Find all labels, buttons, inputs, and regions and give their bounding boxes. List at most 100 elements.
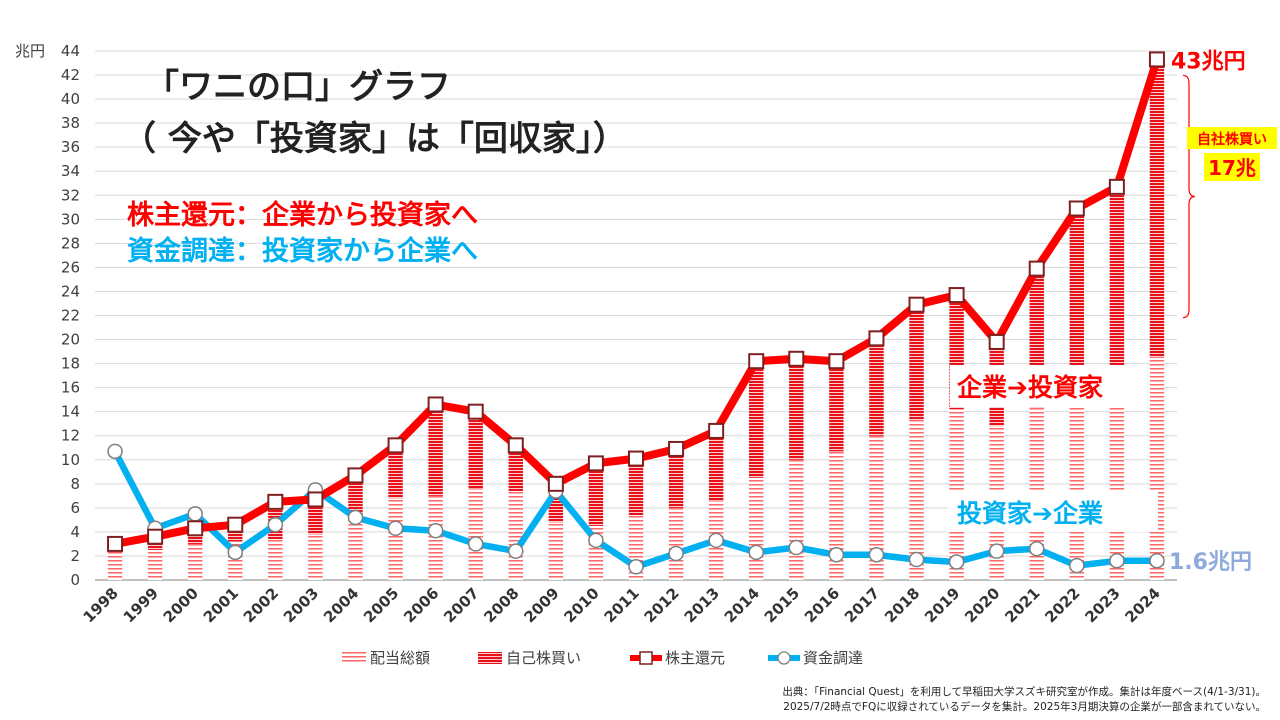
buyback-label-bg xyxy=(1187,127,1277,149)
x-tick-label: 2015 xyxy=(761,584,803,626)
buyback-brace xyxy=(1182,74,1196,319)
bar-buyback xyxy=(588,463,604,526)
bar-buyback xyxy=(388,445,403,499)
buyback-amount-bg xyxy=(1204,153,1260,181)
bar-buyback xyxy=(628,458,644,516)
point-shareholder-return xyxy=(427,396,444,413)
point-shareholder-return xyxy=(788,350,805,367)
point-shareholder-return xyxy=(587,455,604,472)
bar-dividend xyxy=(187,543,203,580)
y-tick-label: 26 xyxy=(61,258,80,276)
y-tick-label: 30 xyxy=(61,210,80,228)
buyback-label-line2: 17兆 xyxy=(1208,156,1256,180)
y-unit-label: 兆円 xyxy=(15,42,45,60)
bar-dividend xyxy=(1149,357,1165,580)
x-tick-label: 2002 xyxy=(240,584,282,626)
bar-dividend xyxy=(909,420,924,580)
point-funding xyxy=(187,506,203,522)
point-shareholder-return xyxy=(748,353,765,370)
bar-buyback xyxy=(1149,59,1165,358)
bar-buyback xyxy=(348,475,363,520)
markers xyxy=(107,51,1165,575)
y-tick-label: 2 xyxy=(70,547,80,565)
x-tick-label: 2009 xyxy=(520,584,562,626)
legend-label-buyback: 自己株買い xyxy=(506,649,581,667)
point-shareholder-return xyxy=(1148,51,1165,68)
gridlines xyxy=(95,50,1177,581)
legend: 配当総額 自己株買い 株主還元 資金調達 xyxy=(342,649,863,667)
y-tick-label: 32 xyxy=(61,186,80,204)
bar-buyback xyxy=(428,404,443,496)
y-tick-label: 40 xyxy=(61,90,80,108)
callout-red-bg xyxy=(950,365,1150,407)
point-funding xyxy=(828,547,845,563)
bar-buyback xyxy=(909,304,924,421)
point-shareholder-return xyxy=(507,437,524,454)
callout-funding: 投資家➔企業 xyxy=(957,499,1103,528)
point-shareholder-return xyxy=(107,535,124,552)
bar-buyback xyxy=(468,411,483,489)
point-funding xyxy=(267,516,284,533)
point-shareholder-return xyxy=(908,296,925,313)
bar-dividend xyxy=(107,552,123,580)
bar-buyback xyxy=(668,448,684,508)
x-tick-label: 2005 xyxy=(360,584,402,626)
y-tick-label: 10 xyxy=(61,451,80,469)
bar-dividend xyxy=(308,534,323,580)
bar-buyback xyxy=(508,445,523,492)
x-tick-label: 2013 xyxy=(681,584,723,626)
y-tick-label: 18 xyxy=(61,355,80,373)
point-shareholder-return xyxy=(868,330,885,347)
x-tick-label: 1998 xyxy=(80,584,122,626)
legend-swatch-dividend xyxy=(342,652,366,664)
x-tick-label: 1999 xyxy=(120,584,162,626)
point-shareholder-return xyxy=(267,493,284,510)
bar-dividend xyxy=(348,519,363,580)
legend-label-dividend: 配当総額 xyxy=(370,649,430,667)
source-note-line2: 2025/7/2時点でFQに収録されているデータを集計。2025年3月期決算の企… xyxy=(783,700,1266,713)
callout-shareholder-return: 企業➔投資家 xyxy=(957,373,1103,402)
buyback-label-line1: 自社株買い xyxy=(1197,131,1267,148)
point-funding xyxy=(788,539,805,556)
y-tick-label: 22 xyxy=(61,307,80,325)
point-funding xyxy=(708,532,724,549)
chart-title-line1: 「ワニの口」グラフ xyxy=(145,67,451,107)
point-funding xyxy=(387,520,404,537)
point-funding xyxy=(347,509,364,526)
bar-dividend xyxy=(147,549,163,580)
bar-buyback xyxy=(869,338,884,436)
legend-swatch-funding-marker xyxy=(777,651,791,665)
bar-buyback xyxy=(829,361,844,452)
point-shareholder-return xyxy=(948,287,965,304)
x-tick-label: 2017 xyxy=(841,584,883,626)
bar-buyback xyxy=(749,361,764,478)
point-shareholder-return xyxy=(1028,260,1045,277)
x-tick-label: 2003 xyxy=(280,584,322,626)
y-tick-label: 38 xyxy=(61,114,80,132)
y-tick-label: 6 xyxy=(70,499,80,517)
point-funding xyxy=(748,544,764,561)
point-funding xyxy=(508,543,524,559)
point-funding xyxy=(628,559,644,575)
bar-dividend xyxy=(548,522,564,580)
y-tick-label: 20 xyxy=(61,331,80,349)
y-tick-label: 42 xyxy=(61,66,80,84)
bar-buyback xyxy=(708,430,724,501)
point-shareholder-return xyxy=(307,491,324,508)
point-shareholder-return xyxy=(988,333,1005,350)
point-funding xyxy=(1069,557,1085,574)
bar-buyback xyxy=(789,358,804,460)
y-axis-ticks: 0246810121416182022242628303234363840424… xyxy=(15,42,80,589)
point-funding xyxy=(668,545,684,562)
y-tick-label: 0 xyxy=(70,571,80,589)
point-shareholder-return xyxy=(187,520,204,537)
point-shareholder-return xyxy=(227,516,244,533)
x-tick-label: 2000 xyxy=(160,584,202,626)
x-tick-label: 2016 xyxy=(801,584,843,626)
y-tick-label: 34 xyxy=(61,162,80,180)
end-label-funding: 1.6兆円 xyxy=(1169,550,1252,575)
bar-dividend xyxy=(468,488,483,580)
point-funding xyxy=(467,536,484,552)
x-tick-label: 2011 xyxy=(601,584,643,626)
